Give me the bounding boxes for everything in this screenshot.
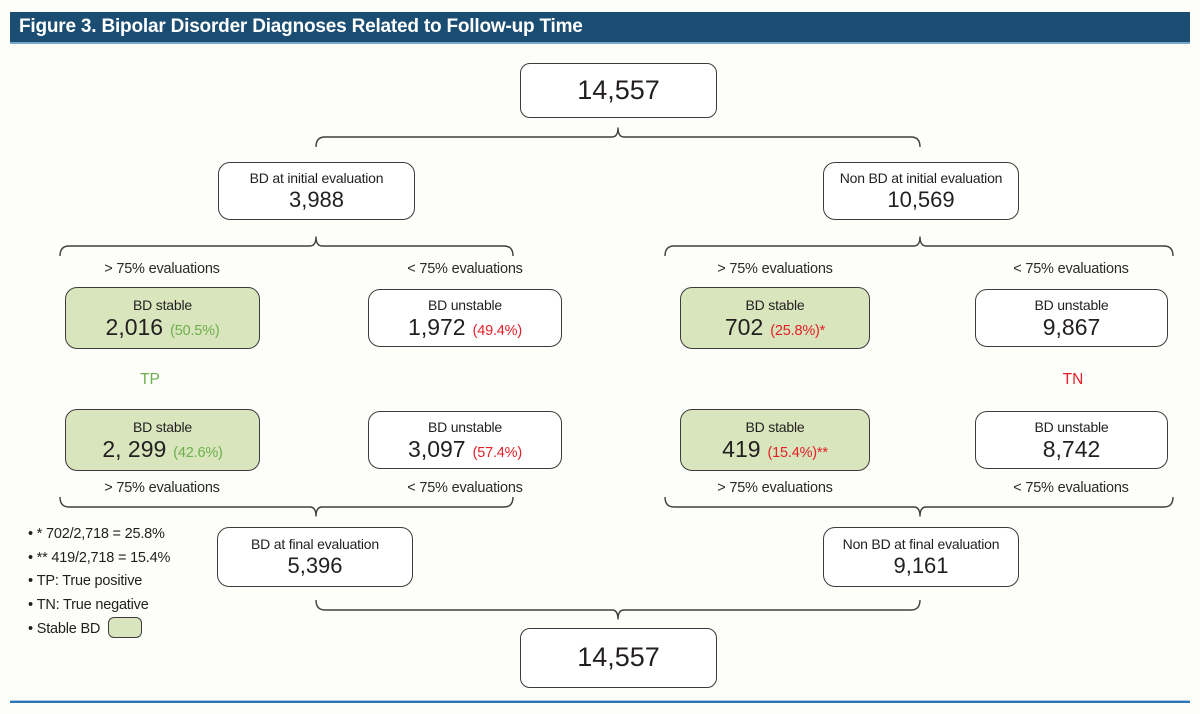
box-percent: (57.4%) — [472, 444, 523, 461]
box-label: BD stable — [745, 418, 805, 435]
box-percent: (49.4%) — [472, 322, 523, 339]
total-top-value: 14,557 — [577, 74, 660, 105]
nonbd-stable-final-box: BD stable 419 (15.4%)** — [680, 409, 870, 471]
box-value: 9,867 — [1042, 313, 1101, 340]
box-percent: (42.6%) — [173, 444, 223, 461]
box-value: 2, 299 — [102, 435, 167, 462]
box-label: Non BD at final evaluation — [842, 536, 1000, 553]
nonbd-initial-box: Non BD at initial evaluation 10,569 — [823, 162, 1019, 220]
box-value: 10,569 — [887, 187, 955, 213]
nonbd-final-box: Non BD at final evaluation 9,161 — [823, 527, 1019, 587]
footnote-tn: TN: True negative — [28, 594, 170, 618]
box-percent: (50.5%) — [170, 322, 220, 339]
nonbd-stable-initial-box: BD stable 702 (25.8%)* — [680, 287, 870, 349]
box-label: BD stable — [133, 296, 192, 313]
total-top-box: 14,557 — [520, 63, 717, 118]
true-negative-marker: TN — [1062, 371, 1084, 388]
branch-label-lt75: < 75% evaluations — [407, 261, 523, 277]
bd-stable-initial-box: BD stable 2,016 (50.5%) — [65, 287, 260, 349]
bracket-final-left-merge — [59, 496, 514, 517]
bd-initial-box: BD at initial evaluation 3,988 — [218, 162, 415, 220]
box-value: 1,972 — [408, 313, 466, 340]
bd-final-box: BD at final evaluation 5,396 — [217, 527, 413, 587]
stable-bd-color-swatch — [108, 617, 143, 638]
total-bottom-value: 14,557 — [577, 642, 660, 673]
figure-title: Figure 3. Bipolar Disorder Diagnoses Rel… — [19, 16, 583, 37]
bd-unstable-initial-box: BD unstable 1,972 (49.4%) — [368, 289, 562, 347]
box-value: 702 — [724, 313, 764, 340]
figure-title-bar: Figure 3. Bipolar Disorder Diagnoses Rel… — [10, 12, 1190, 44]
legend-label: Stable BD — [36, 621, 101, 637]
legend-stable-bd: Stable BD — [28, 617, 170, 642]
box-value: 419 — [722, 435, 761, 462]
branch-label-gt75: > 75% evaluations — [104, 261, 220, 277]
branch-label-lt75: < 75% evaluations — [407, 480, 523, 496]
box-label: BD unstable — [427, 296, 503, 313]
footnote-asterisk: * 702/2,718 = 25.8% — [28, 523, 170, 547]
footnotes: * 702/2,718 = 25.8% ** 419/2,718 = 15.4%… — [28, 523, 170, 642]
box-value: 3,988 — [288, 187, 345, 213]
box-value: 2,016 — [105, 313, 164, 340]
box-value: 3,097 — [408, 435, 466, 462]
box-label: BD unstable — [1034, 418, 1109, 435]
bracket-top-split — [315, 127, 921, 148]
box-label: Non BD at initial evaluation — [839, 170, 1003, 187]
branch-label-lt75: < 75% evaluations — [1013, 480, 1129, 496]
bracket-initial-right-split — [664, 236, 1174, 257]
box-label: BD at initial evaluation — [249, 170, 384, 187]
branch-label-gt75: > 75% evaluations — [717, 261, 833, 277]
box-value: 5,396 — [287, 553, 343, 579]
footnote-double-asterisk: ** 419/2,718 = 15.4% — [28, 547, 171, 571]
total-bottom-box: 14,557 — [520, 628, 717, 688]
box-label: BD stable — [133, 418, 192, 435]
box-label: BD stable — [745, 296, 805, 313]
box-value: 9,161 — [893, 553, 949, 579]
bracket-bottom-merge — [315, 599, 921, 620]
nonbd-unstable-final-box: BD unstable 8,742 — [975, 411, 1168, 469]
branch-label-lt75: < 75% evaluations — [1013, 261, 1129, 277]
box-label: BD unstable — [1034, 296, 1109, 313]
box-percent: (15.4%)** — [767, 444, 828, 461]
bottom-rule — [10, 700, 1190, 703]
box-percent: (25.8%)* — [770, 322, 826, 339]
nonbd-unstable-initial-box: BD unstable 9,867 — [975, 289, 1168, 347]
branch-label-gt75: > 75% evaluations — [104, 480, 220, 496]
bd-stable-final-box: BD stable 2, 299 (42.6%) — [65, 409, 260, 471]
footnote-tp: TP: True positive — [28, 570, 170, 594]
box-label: BD unstable — [427, 418, 503, 435]
bracket-final-right-merge — [664, 496, 1174, 517]
bd-unstable-final-box: BD unstable 3,097 (57.4%) — [368, 411, 562, 469]
bracket-initial-left-split — [59, 236, 514, 257]
box-label: BD at final evaluation — [251, 536, 379, 553]
box-value: 8,742 — [1042, 435, 1101, 462]
branch-label-gt75: > 75% evaluations — [717, 480, 833, 496]
true-positive-marker: TP — [140, 371, 160, 388]
